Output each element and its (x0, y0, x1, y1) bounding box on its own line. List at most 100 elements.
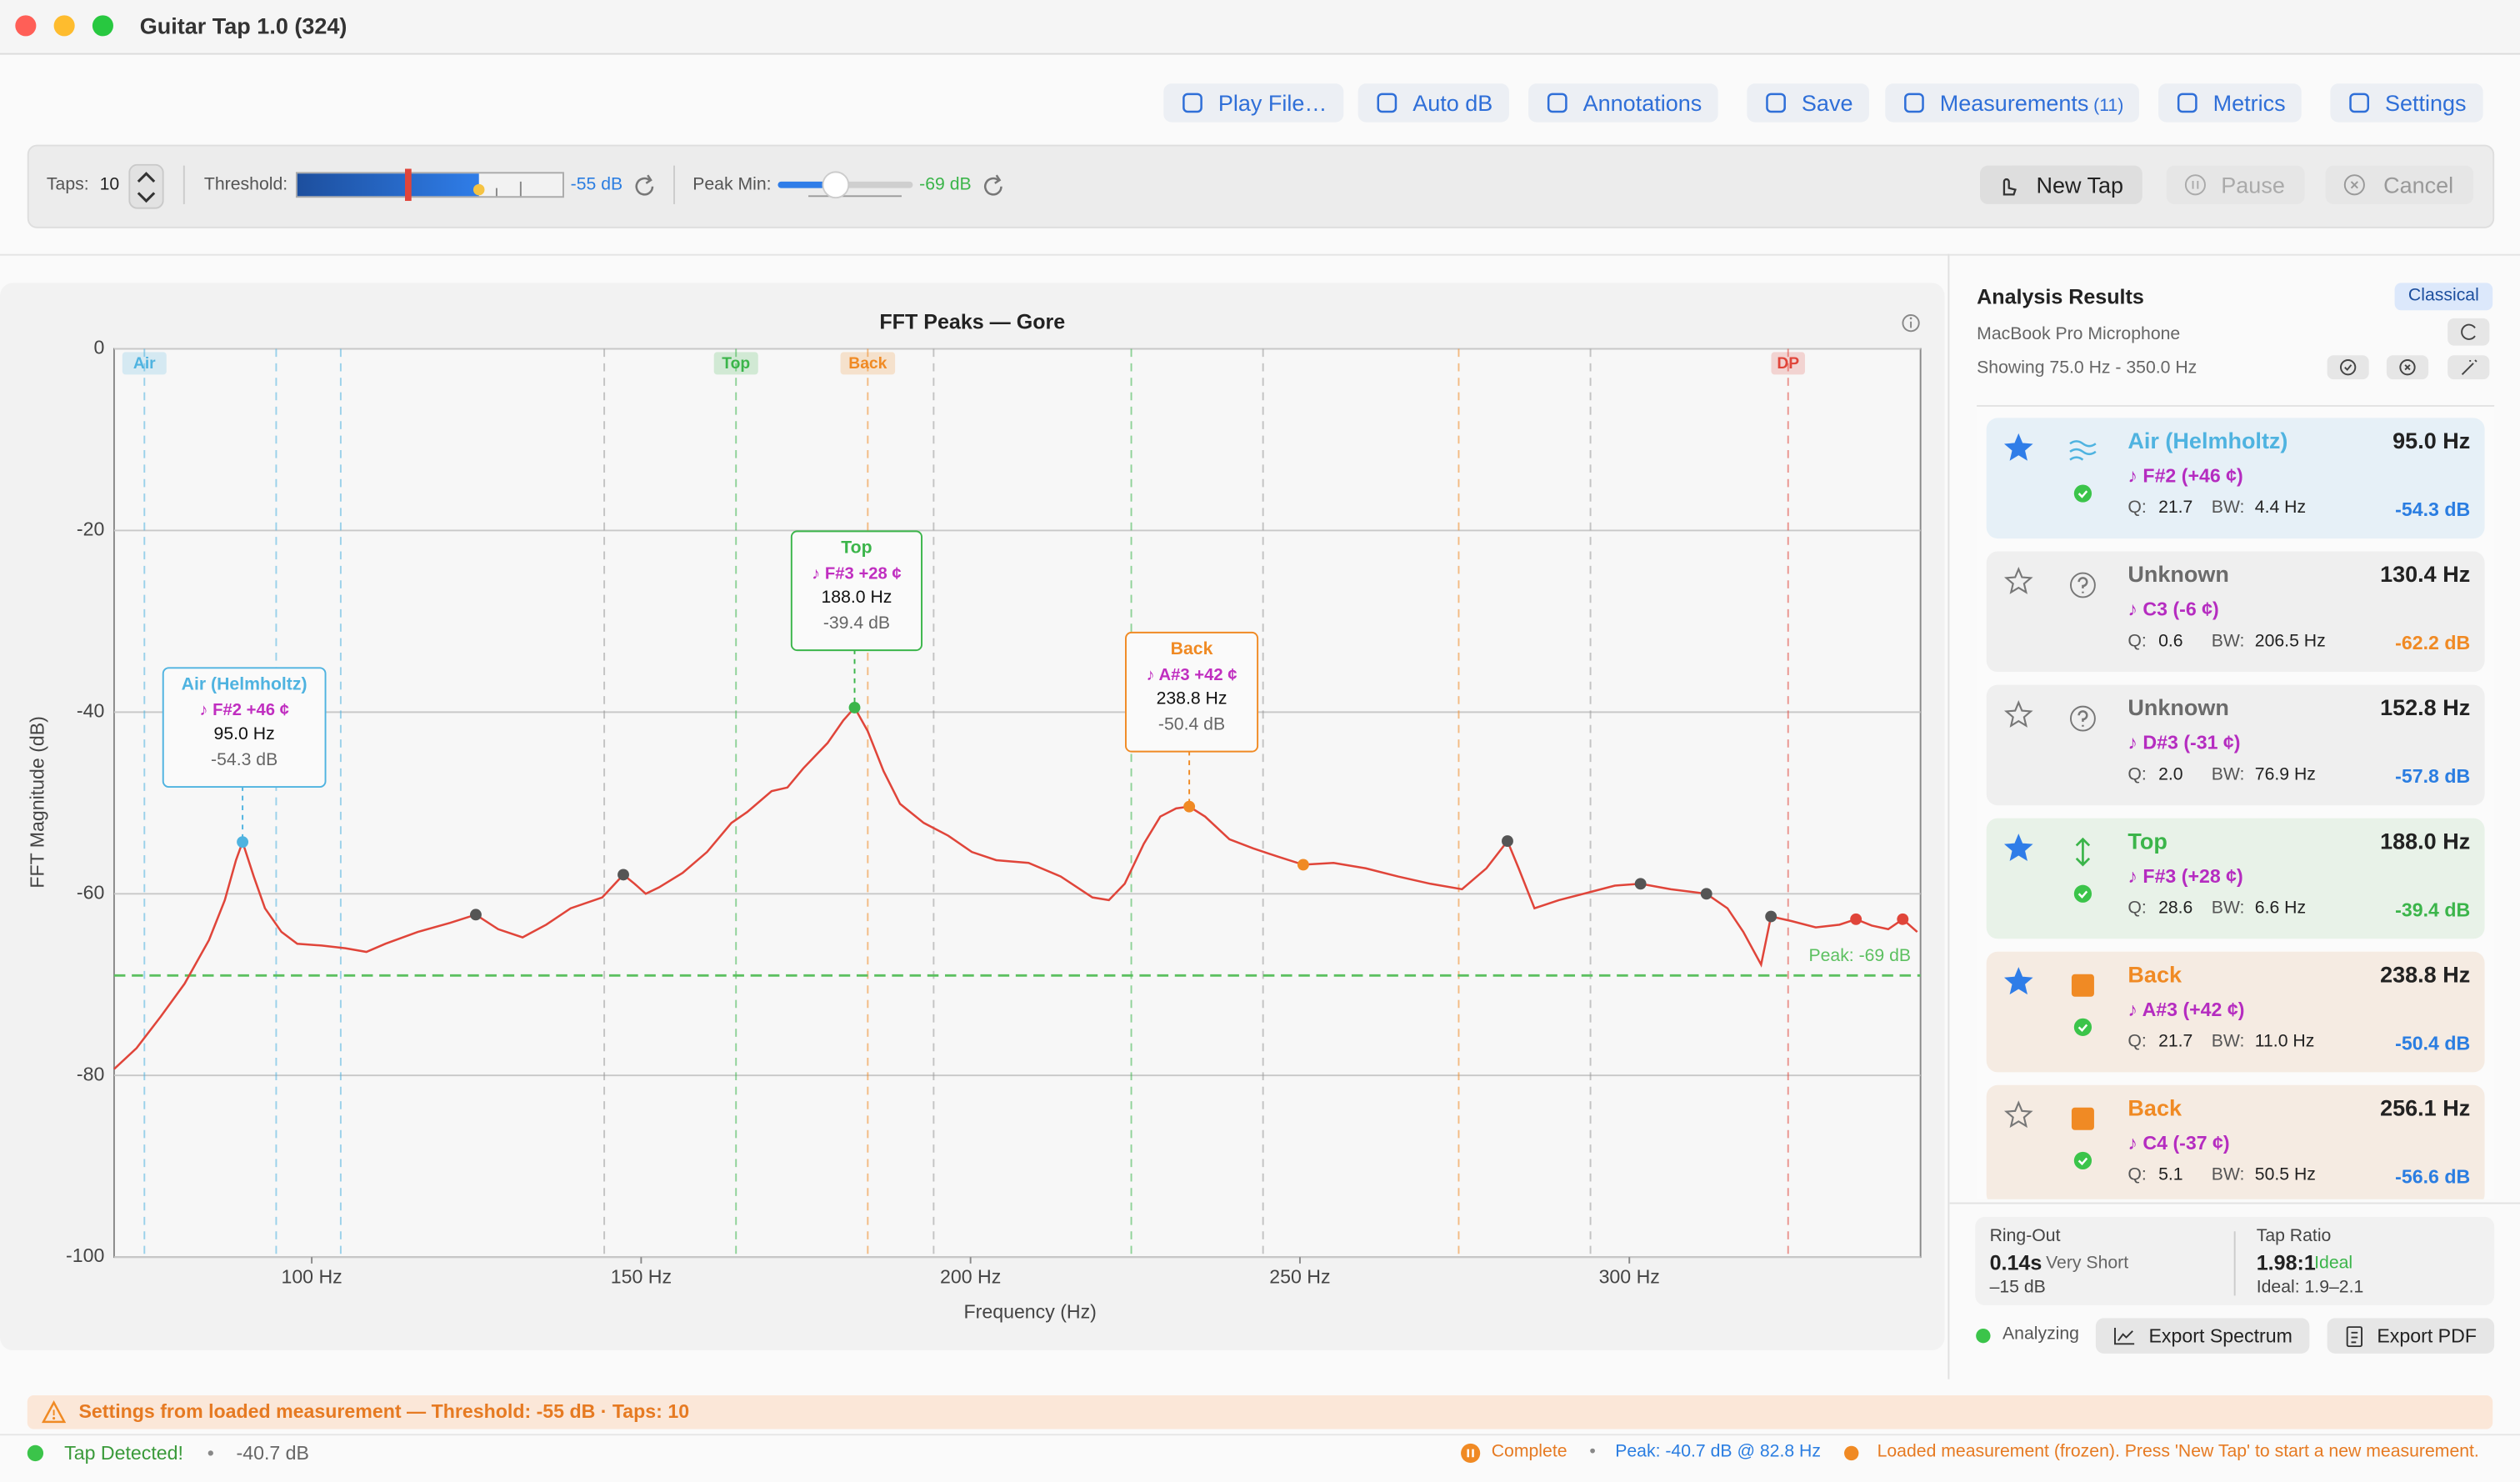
ringout-desc: Very Short (2046, 1254, 2129, 1274)
taps-value: 10 (99, 175, 120, 195)
result-card: Unknown 152.8 Hz ♪ D#3 (-31 ¢) Q: 2.0 BW: 76.9… (1986, 684, 2485, 806)
result-db: -57.8 dB (2395, 764, 2471, 788)
button-text: Save (1801, 89, 1853, 116)
export-spectrum-text: Export Spectrum (2148, 1324, 2292, 1348)
new-tap-button[interactable]: New Tap (1979, 165, 2143, 204)
unknown-mark (2078, 710, 2088, 727)
result-name: Unknown (2128, 561, 2229, 587)
bw-label: BW: (2211, 764, 2245, 785)
peak-min-slider[interactable] (776, 168, 918, 201)
icon-shape (1547, 93, 1568, 113)
bw-value: 76.9 Hz (2254, 764, 2316, 785)
toolbar-button[interactable]: Auto dB (1358, 83, 1509, 123)
q-label: Q: (2128, 498, 2147, 518)
auto-button[interactable] (2448, 355, 2490, 380)
result-name: Unknown (2128, 694, 2229, 720)
back-icon (2071, 974, 2094, 997)
complete-icon (1461, 1443, 1481, 1463)
minimize-button[interactable] (53, 15, 75, 37)
cancel-button[interactable]: Cancel (2325, 165, 2473, 204)
result-frequency: 130.4 Hz (2380, 561, 2471, 587)
button-text: Auto dB (1412, 89, 1493, 116)
result-frequency: 95.0 Hz (2392, 427, 2471, 453)
y-tick-label: -80 (77, 1063, 104, 1084)
reset-threshold[interactable] (633, 173, 656, 196)
callout-frequency: 238.8 Hz (1156, 689, 1228, 709)
zoom-button[interactable] (92, 15, 113, 37)
refresh-button[interactable] (2448, 318, 2490, 346)
reset-peak-min[interactable] (982, 173, 1004, 196)
unknown-mark (2078, 577, 2088, 593)
check-icon (2073, 1018, 2092, 1036)
result-icons (2003, 834, 2092, 903)
ratio-range: Ideal: 1.9–2.1 (2256, 1278, 2364, 1298)
range-label: Top (722, 355, 750, 373)
button-icon (2349, 93, 2370, 113)
button-text: Play File… (1218, 89, 1328, 116)
callout-title: Back (1170, 639, 1213, 659)
threshold-meter[interactable] (295, 168, 566, 202)
button-text: Annotations (1582, 89, 1702, 116)
result-name: Top (2128, 828, 2168, 854)
toolbar-button[interactable]: Save (1747, 83, 1869, 123)
result-card: Top 188.0 Hz ♪ F#3 (+28 ¢) Q: 28.6 BW: 6.6 Hz -… (1986, 818, 2485, 939)
result-icons (2003, 967, 2094, 1036)
toolbar-button[interactable]: Metrics (2158, 83, 2302, 123)
threshold-label: Peak: -69 dB (1808, 946, 1911, 965)
result-db: -50.4 dB (2395, 1032, 2471, 1055)
star-filled (2003, 433, 2033, 461)
result-frequency: 256.1 Hz (2380, 1094, 2471, 1121)
close-button[interactable] (15, 15, 37, 37)
select-all-button[interactable] (2327, 355, 2369, 380)
info-icon[interactable] (1902, 314, 1920, 333)
peak-callout: Back ♪ A#3 +42 ¢ 238.8 Hz -50.4 dB (1124, 631, 1259, 753)
status-separator (0, 1434, 2520, 1436)
clear-button[interactable] (2386, 355, 2429, 380)
x-tick-label: 200 Hz (940, 1265, 1001, 1287)
result-name: Back (2128, 961, 2182, 988)
check-mark (2078, 1024, 2088, 1033)
separator (1949, 1202, 2520, 1204)
back-icon (2071, 1107, 2094, 1130)
bw-value: 206.5 Hz (2254, 631, 2326, 652)
taps-stepper[interactable] (128, 163, 164, 209)
result-db: -39.4 dB (2395, 899, 2471, 922)
warning-icon (42, 1400, 67, 1424)
status-dot (1976, 1328, 1991, 1344)
window-controls[interactable] (0, 0, 128, 53)
preset-badge: Classical (2394, 283, 2493, 311)
toolbar-button[interactable]: Annotations (1528, 83, 1718, 123)
callout-frequency: 188.0 Hz (821, 588, 892, 608)
bw-value: 50.5 Hz (2254, 1165, 2316, 1185)
toolbar-button[interactable]: Play File… (1163, 83, 1343, 123)
status-message: Loaded measurement (frozen). Press 'New … (1877, 1441, 2479, 1462)
icon-shape (1377, 93, 1398, 113)
toolbar-button[interactable]: Measurements (11) (1885, 83, 2140, 123)
peak-marker (1297, 859, 1309, 871)
icon-shape (2349, 93, 2370, 113)
bw-value: 6.6 Hz (2254, 899, 2307, 919)
bw-label: BW: (2211, 631, 2245, 652)
window-title: Guitar Tap 1.0 (324) (139, 13, 348, 39)
result-icons (2003, 566, 2096, 598)
peak-marker (1700, 888, 1712, 900)
banner-text: Settings from loaded measurement — Thres… (78, 1399, 690, 1423)
peak-callout: Top ♪ F#3 +28 ¢ 188.0 Hz -39.4 dB (790, 530, 922, 652)
threshold-value: -55 dB (570, 175, 623, 195)
device-name: MacBook Pro Microphone (1977, 324, 2181, 344)
q-label: Q: (2128, 764, 2147, 785)
unknown-icon (2069, 705, 2096, 732)
export-pdf-button[interactable]: Export PDF (2327, 1318, 2495, 1354)
q-label: Q: (2128, 1032, 2147, 1052)
result-name: Air (Helmholtz) (2128, 427, 2288, 453)
peak-marker (1897, 913, 1909, 925)
q-value: 21.7 (2158, 1032, 2193, 1052)
button-text: Measurements (1939, 89, 2089, 116)
pause-button[interactable]: Pause (2166, 165, 2304, 204)
y-tick-label: -60 (77, 881, 104, 903)
result-note: ♪ C3 (-6 ¢) (2128, 598, 2219, 621)
export-spectrum-button[interactable]: Export Spectrum (2095, 1318, 2311, 1354)
pause-text: Pause (2221, 172, 2285, 198)
result-db: -62.2 dB (2395, 631, 2471, 654)
toolbar-button[interactable]: Settings (2330, 83, 2482, 123)
